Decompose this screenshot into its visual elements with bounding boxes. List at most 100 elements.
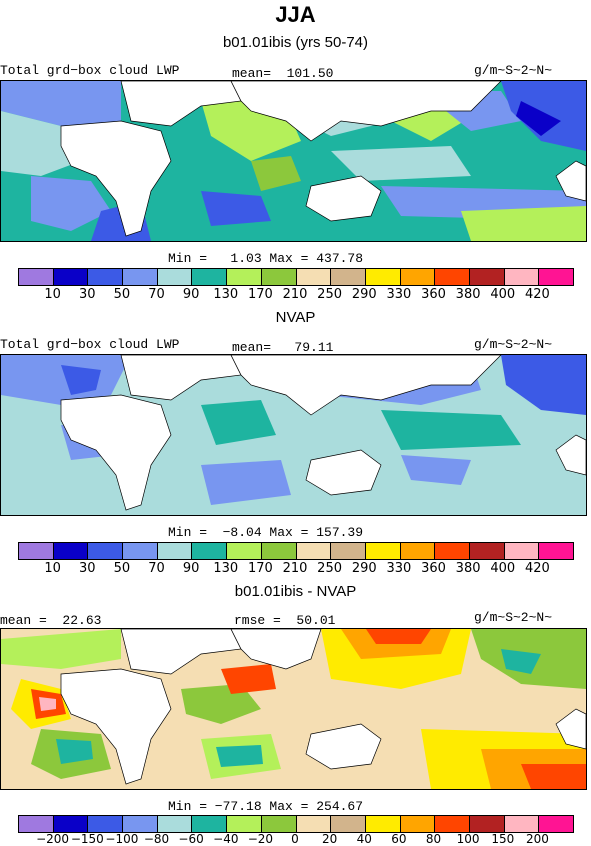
colorbar-swatch xyxy=(19,816,54,832)
panel3-field xyxy=(1,629,121,669)
colorbar-swatch xyxy=(157,269,193,285)
panel1-cbar-tick: 400 xyxy=(490,287,516,302)
colorbar-swatch xyxy=(539,543,573,559)
colorbar-swatch xyxy=(469,269,505,285)
colorbar-swatch xyxy=(88,269,124,285)
panel1-field xyxy=(201,191,271,226)
panel2-colorbar-labels: 10 30 50 70 90 130 170 210 250 290 330 3… xyxy=(18,561,574,577)
colorbar-swatch xyxy=(53,816,89,832)
colorbar-swatch xyxy=(296,816,332,832)
colorbar-swatch xyxy=(400,816,436,832)
panel3-field xyxy=(56,739,93,764)
panel1-field xyxy=(331,146,471,181)
colorbar-swatch xyxy=(227,816,262,832)
colorbar-swatch xyxy=(365,816,401,832)
panel3-units-label: g/m~S~2~N~ xyxy=(474,610,553,625)
panel3-map-svg xyxy=(1,629,586,789)
colorbar-swatch xyxy=(469,816,505,832)
colorbar-swatch xyxy=(469,543,505,559)
panel1-left-label: Total grd−box cloud LWP xyxy=(0,63,180,78)
colorbar-swatch xyxy=(157,543,193,559)
panel2-cbar-tick: 420 xyxy=(524,561,550,576)
panel2-asia xyxy=(230,355,502,416)
panel2-map xyxy=(0,354,587,516)
panel1-field xyxy=(251,156,301,191)
colorbar-swatch xyxy=(123,543,158,559)
panel3-cbar-tick: 150 xyxy=(491,832,515,846)
panel3-cbar-tick: −100 xyxy=(105,832,139,846)
panel3-cbar-tick: 100 xyxy=(456,832,480,846)
colorbar-swatch xyxy=(192,269,228,285)
colorbar-swatch xyxy=(331,543,366,559)
panel2-africa xyxy=(60,394,172,511)
colorbar-swatch xyxy=(157,816,193,832)
panel3-cbar-tick: −200 xyxy=(36,832,70,846)
colorbar-swatch xyxy=(261,543,297,559)
colorbar-swatch xyxy=(504,816,540,832)
panel1-cbar-tick: 360 xyxy=(421,287,446,302)
colorbar-swatch xyxy=(192,543,228,559)
panel3-mean-label: mean = 22.63 xyxy=(0,613,102,628)
panel2-cbar-tick: 30 xyxy=(79,561,96,576)
colorbar-swatch xyxy=(19,543,54,559)
panel1-cbar-tick: 30 xyxy=(79,287,96,302)
panel1-australia xyxy=(305,175,382,222)
panel1-cbar-tick: 250 xyxy=(317,287,343,302)
panel1-cbar-tick: 70 xyxy=(148,287,165,302)
panel1-cbar-tick: 210 xyxy=(282,287,308,302)
panel2-stats: Min = −8.04 Max = 157.39 xyxy=(168,525,364,540)
panel1-field xyxy=(1,81,121,126)
colorbar-swatch xyxy=(19,269,54,285)
colorbar-swatch xyxy=(88,543,124,559)
panel3-field xyxy=(521,764,586,789)
panel1-cbar-tick: 50 xyxy=(113,287,131,302)
panel1-colorbar-labels: 10 30 50 70 90 130 170 210 250 290 330 3… xyxy=(18,287,574,303)
colorbar-swatch xyxy=(435,543,470,559)
panel1-stats: Min = 1.03 Max = 437.78 xyxy=(168,251,364,266)
panel2-field xyxy=(201,400,276,445)
colorbar-swatch xyxy=(539,269,573,285)
panel2-cbar-tick: 170 xyxy=(247,561,273,576)
colorbar-swatch xyxy=(400,543,436,559)
panel2-colorbar xyxy=(18,542,574,560)
panel1-cbar-tick: 330 xyxy=(386,287,412,302)
panel2-cbar-tick: 70 xyxy=(148,561,165,576)
panel2-cbar-tick: 50 xyxy=(113,561,131,576)
panel3-subtitle: b01.01ibis - NVAP xyxy=(234,583,357,600)
panel3-cbar-tick: 0 xyxy=(291,832,299,846)
panel3-field xyxy=(401,699,586,739)
panel1-eurasia xyxy=(120,81,242,127)
panel3-cbar-tick: 80 xyxy=(425,832,442,846)
panel3-field xyxy=(39,697,56,711)
panel3-field xyxy=(181,684,261,724)
panel1-cbar-tick: 90 xyxy=(182,287,200,302)
panel1-africa xyxy=(60,120,172,237)
panel1-americas xyxy=(555,160,586,202)
panel1-cbar-tick: 10 xyxy=(44,287,61,302)
panel1-map-svg xyxy=(1,81,586,241)
colorbar-swatch xyxy=(331,816,366,832)
colorbar-swatch xyxy=(192,816,228,832)
colorbar-swatch xyxy=(539,816,573,832)
colorbar-swatch xyxy=(227,269,262,285)
panel1-field xyxy=(461,206,586,241)
panel1-field xyxy=(31,176,111,231)
colorbar-swatch xyxy=(365,269,401,285)
panel2-mean-label: mean= 79.11 xyxy=(232,340,334,355)
panel2-cbar-tick: 10 xyxy=(44,561,61,576)
panel3-field xyxy=(221,664,276,694)
panel3-asia xyxy=(230,629,322,670)
panel2-field xyxy=(201,460,291,505)
panel2-field xyxy=(501,355,586,415)
panel2-field xyxy=(401,455,471,485)
panel1-units-label: g/m~S~2~N~ xyxy=(474,63,553,78)
panel3-cbar-tick: −150 xyxy=(70,832,104,846)
panel2-cbar-tick: 250 xyxy=(317,561,343,576)
panel3-stats: Min = −77.18 Max = 254.67 xyxy=(168,799,364,814)
panel2-left-label: Total grd−box cloud LWP xyxy=(0,337,180,352)
panel3-colorbar xyxy=(18,815,574,833)
panel2-americas xyxy=(555,434,586,476)
panel2-map-svg xyxy=(1,355,586,515)
panel2-cbar-tick: 360 xyxy=(421,561,446,576)
panel2-australia xyxy=(305,449,382,496)
